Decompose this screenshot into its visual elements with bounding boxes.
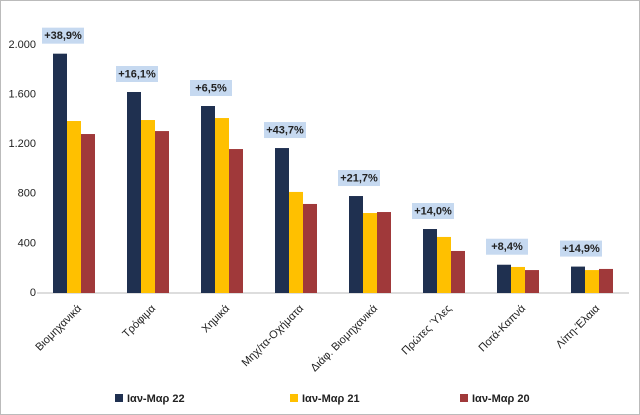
bar xyxy=(289,191,303,293)
bar xyxy=(423,229,437,293)
bar xyxy=(511,266,525,293)
bar xyxy=(141,120,155,294)
bar xyxy=(127,91,141,293)
bar xyxy=(53,53,67,294)
annotation: +43,7% xyxy=(266,124,304,136)
y-tick-label: 0 xyxy=(30,287,36,299)
annotation-box xyxy=(486,238,528,255)
annotation-box xyxy=(412,203,454,220)
y-tick-label: 800 xyxy=(18,188,36,200)
bar xyxy=(571,266,585,293)
annotation: +16,1% xyxy=(118,68,156,80)
bar xyxy=(437,236,451,293)
annotation-box xyxy=(190,80,232,97)
annotation: +21,7% xyxy=(340,172,378,184)
bar xyxy=(525,270,539,293)
y-tick-label: 400 xyxy=(18,237,36,249)
bar xyxy=(67,121,81,294)
legend-swatch xyxy=(460,394,468,402)
legend-label: Ιαν-Μαρ 20 xyxy=(472,393,530,405)
legend-swatch xyxy=(115,394,123,402)
bar xyxy=(363,213,377,293)
bar xyxy=(201,106,215,294)
bar xyxy=(497,264,511,293)
annotation: +6,5% xyxy=(195,82,227,94)
legend-swatch xyxy=(290,394,298,402)
annotation: +38,9% xyxy=(44,30,82,42)
bar xyxy=(585,270,599,293)
annotation-box xyxy=(264,122,306,139)
annotation-box xyxy=(116,65,158,82)
annotation-box xyxy=(560,240,602,257)
bar xyxy=(349,196,363,293)
y-tick-label: 1.200 xyxy=(8,138,36,150)
bar xyxy=(229,149,243,293)
bar xyxy=(215,118,229,293)
annotation: +14,0% xyxy=(414,205,452,217)
bar xyxy=(303,203,317,293)
bar xyxy=(451,250,465,293)
y-tick-label: 1.600 xyxy=(8,89,36,101)
legend-label: Ιαν-Μαρ 22 xyxy=(127,393,185,405)
bar xyxy=(377,212,391,293)
annotation-box xyxy=(338,170,380,187)
annotation: +8,4% xyxy=(491,241,523,253)
legend-label: Ιαν-Μαρ 21 xyxy=(302,393,360,405)
annotation-box xyxy=(42,27,84,44)
bar xyxy=(155,131,169,293)
bar xyxy=(599,268,613,293)
bar xyxy=(81,134,95,293)
bar xyxy=(275,148,289,293)
annotation: +14,9% xyxy=(562,243,600,255)
y-tick-label: 2.000 xyxy=(8,39,36,51)
